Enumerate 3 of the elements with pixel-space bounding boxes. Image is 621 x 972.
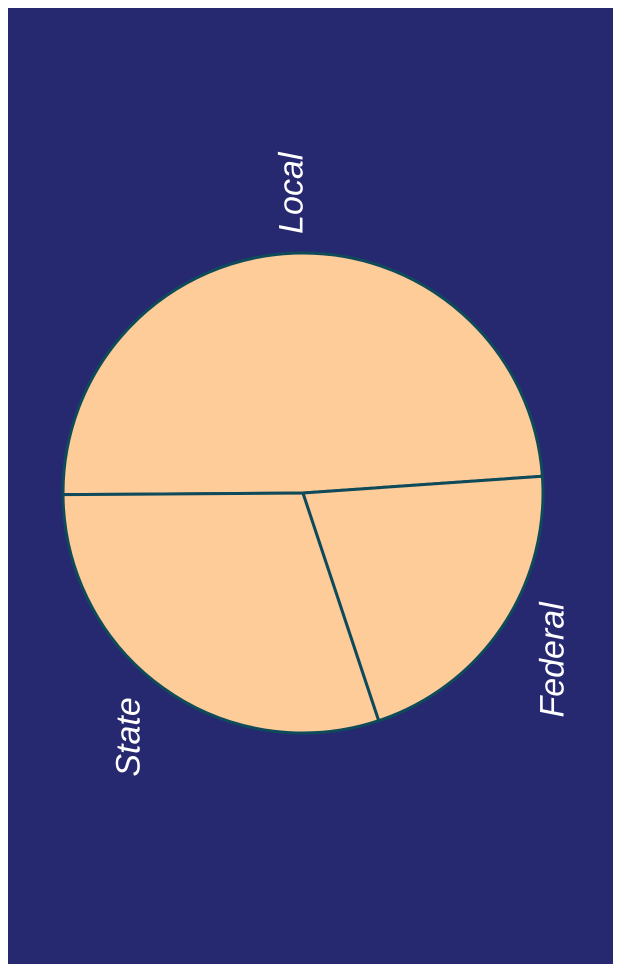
- slice-label: Local: [272, 151, 310, 234]
- slice-label: State: [109, 697, 148, 777]
- slice-label: Federal: [533, 600, 572, 718]
